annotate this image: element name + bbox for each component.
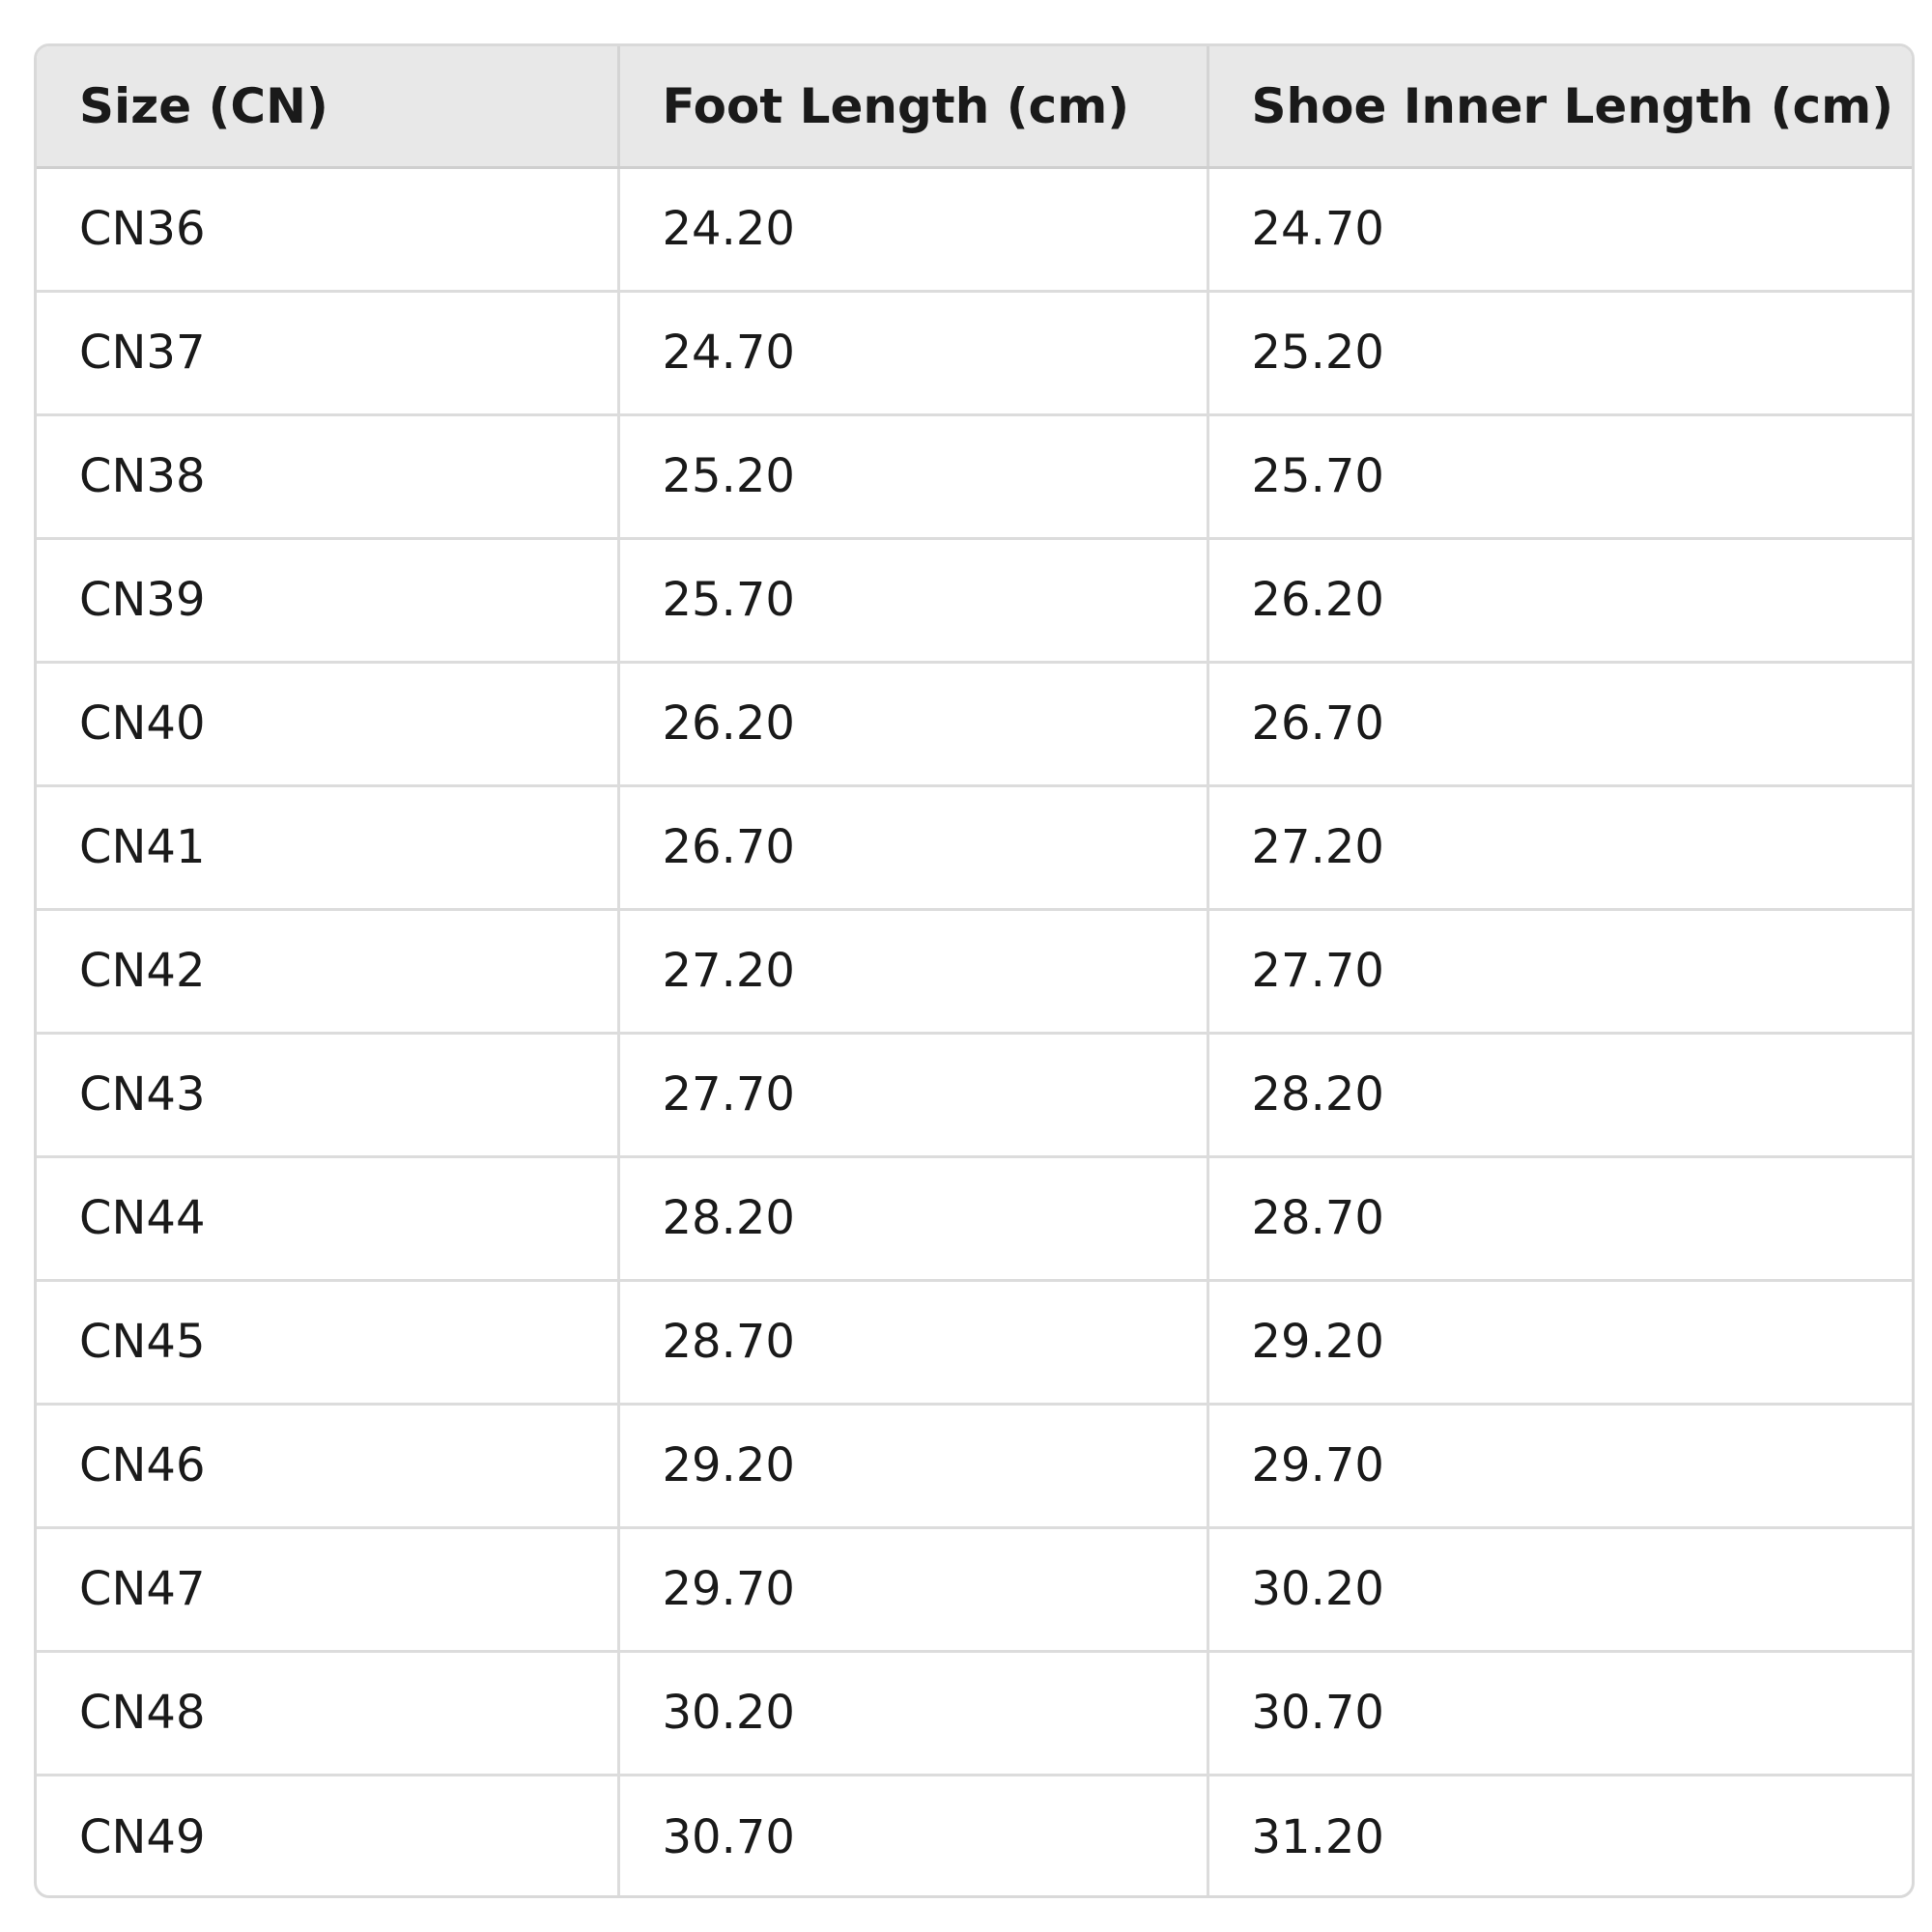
table-row: CN45 28.70 29.20 <box>37 1280 1912 1406</box>
table-row: CN40 26.20 26.70 <box>37 662 1912 787</box>
cell-size: CN48 <box>37 1651 620 1776</box>
cell-foot-length: 30.20 <box>618 1651 1209 1776</box>
size-chart-table-container: Size (CN) Foot Length (cm) Shoe Inner Le… <box>34 43 1915 1898</box>
cell-shoe-inner-length: 25.70 <box>1208 414 1912 540</box>
cell-foot-length: 24.20 <box>618 167 1209 293</box>
cell-size: CN38 <box>37 414 620 540</box>
table-row: CN39 25.70 26.20 <box>37 538 1912 664</box>
cell-size: CN46 <box>37 1404 620 1529</box>
cell-shoe-inner-length: 26.70 <box>1208 662 1912 787</box>
cell-shoe-inner-length: 27.70 <box>1208 909 1912 1035</box>
cell-size: CN49 <box>37 1775 620 1895</box>
cell-size: CN43 <box>37 1033 620 1158</box>
table-row: CN37 24.70 25.20 <box>37 291 1912 416</box>
header-shoe-inner-length: Shoe Inner Length (cm) <box>1208 46 1912 169</box>
cell-size: CN39 <box>37 538 620 664</box>
cell-shoe-inner-length: 28.20 <box>1208 1033 1912 1158</box>
table-row: CN41 26.70 27.20 <box>37 785 1912 911</box>
cell-shoe-inner-length: 28.70 <box>1208 1156 1912 1282</box>
size-chart-table: Size (CN) Foot Length (cm) Shoe Inner Le… <box>37 46 1912 1895</box>
cell-shoe-inner-length: 27.20 <box>1208 785 1912 911</box>
cell-foot-length: 27.70 <box>618 1033 1209 1158</box>
cell-size: CN45 <box>37 1280 620 1406</box>
cell-foot-length: 26.20 <box>618 662 1209 787</box>
cell-foot-length: 25.70 <box>618 538 1209 664</box>
cell-shoe-inner-length: 25.20 <box>1208 291 1912 416</box>
table-header: Size (CN) Foot Length (cm) Shoe Inner Le… <box>37 46 1912 169</box>
cell-foot-length: 24.70 <box>618 291 1209 416</box>
cell-foot-length: 29.20 <box>618 1404 1209 1529</box>
cell-shoe-inner-length: 30.20 <box>1208 1527 1912 1653</box>
cell-size: CN41 <box>37 785 620 911</box>
header-size: Size (CN) <box>37 46 620 169</box>
table-body: CN36 24.20 24.70 CN37 24.70 25.20 CN38 25.20 25.… <box>37 167 1912 1895</box>
header-foot-length: Foot Length (cm) <box>618 46 1209 169</box>
cell-shoe-inner-length: 29.20 <box>1208 1280 1912 1406</box>
table-row: CN44 28.20 28.70 <box>37 1156 1912 1282</box>
cell-foot-length: 28.70 <box>618 1280 1209 1406</box>
cell-size: CN40 <box>37 662 620 787</box>
cell-foot-length: 28.20 <box>618 1156 1209 1282</box>
cell-size: CN42 <box>37 909 620 1035</box>
table-row: CN47 29.70 30.20 <box>37 1527 1912 1653</box>
cell-shoe-inner-length: 30.70 <box>1208 1651 1912 1776</box>
table-row: CN49 30.70 31.20 <box>37 1775 1912 1895</box>
cell-shoe-inner-length: 29.70 <box>1208 1404 1912 1529</box>
table-row: CN42 27.20 27.70 <box>37 909 1912 1035</box>
cell-foot-length: 29.70 <box>618 1527 1209 1653</box>
table-row: CN38 25.20 25.70 <box>37 414 1912 540</box>
table-row: CN43 27.70 28.20 <box>37 1033 1912 1158</box>
cell-size: CN37 <box>37 291 620 416</box>
cell-shoe-inner-length: 31.20 <box>1251 1809 1384 1864</box>
table-row: CN48 30.20 30.70 <box>37 1651 1912 1776</box>
table-row: CN46 29.20 29.70 <box>37 1404 1912 1529</box>
cell-foot-length: 25.20 <box>618 414 1209 540</box>
cell-size: CN36 <box>37 167 620 293</box>
cell-foot-length: 27.20 <box>618 909 1209 1035</box>
cell-shoe-inner-length: 24.70 <box>1208 167 1912 293</box>
table-row: CN36 24.20 24.70 <box>37 167 1912 293</box>
cell-foot-length: 30.70 <box>618 1775 1209 1895</box>
header-row: Size (CN) Foot Length (cm) Shoe Inner Le… <box>37 46 1912 169</box>
cell-size: CN47 <box>37 1527 620 1653</box>
cell-shoe-inner-length: 26.20 <box>1208 538 1912 664</box>
cell-size: CN44 <box>37 1156 620 1282</box>
cell-foot-length: 26.70 <box>618 785 1209 911</box>
